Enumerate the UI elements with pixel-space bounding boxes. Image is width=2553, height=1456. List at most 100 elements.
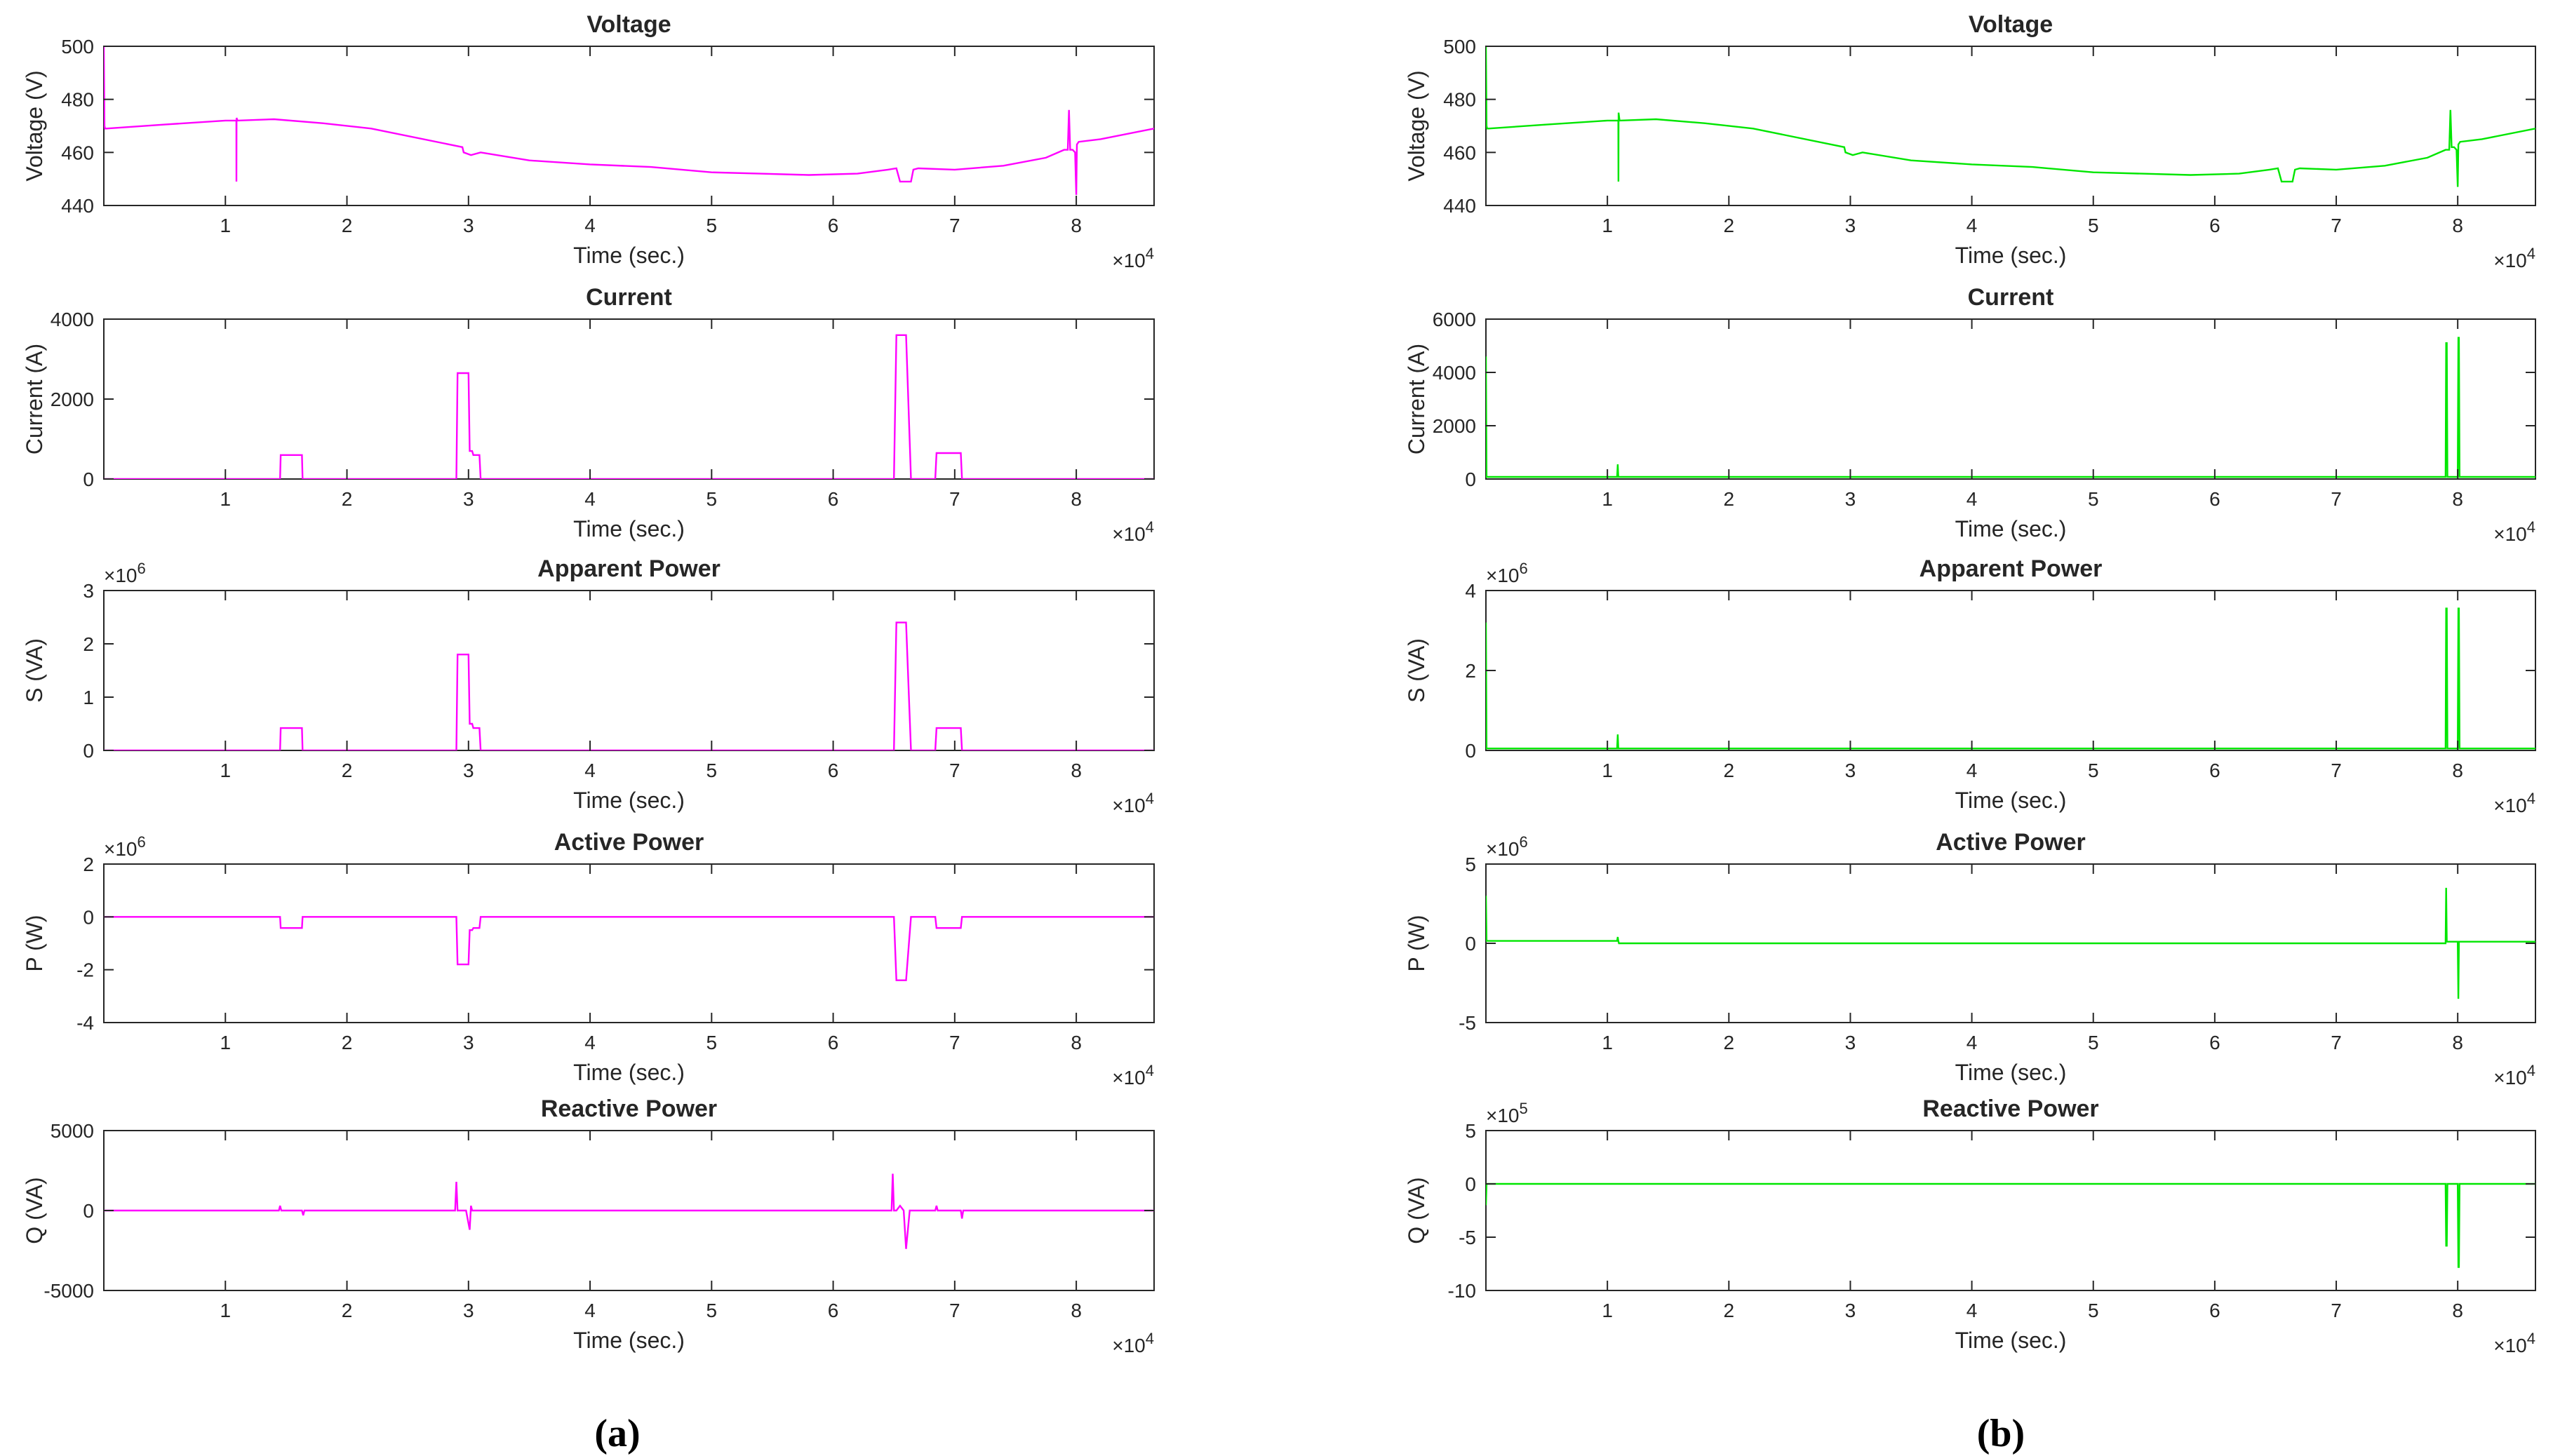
x-tick-label: 5 bbox=[706, 760, 718, 781]
y-tick-label: -10 bbox=[1448, 1280, 1476, 1302]
x-tick-label: 3 bbox=[463, 1300, 474, 1321]
chart-title: Apparent Power bbox=[1919, 555, 2103, 582]
chart-a-voltage: 1 2 3 4 5 6 7 8 440 460 480 500 ×104 Voltage Time (sec… bbox=[22, 11, 1155, 271]
x-tick-label: 2 bbox=[342, 488, 353, 510]
x-tick-label: 3 bbox=[463, 760, 474, 781]
y-tick-label: 5 bbox=[1465, 1120, 1476, 1142]
x-axis-label: Time (sec.) bbox=[573, 243, 685, 268]
x-tick-label: 6 bbox=[2209, 488, 2220, 510]
y-tick-label: 2000 bbox=[1433, 415, 1476, 437]
chart-b-reactive: 1 2 3 4 5 6 7 8 -10 -5 0 5 ×104 ×105 Reactive Power Tim… bbox=[1404, 1096, 2536, 1356]
x-tick-label: 6 bbox=[828, 1032, 839, 1053]
chart-b-voltage: 1 2 3 4 5 6 7 8 440 460 480 500 ×104 Voltage Time (sec… bbox=[1404, 11, 2536, 271]
y-axis-label: Q (VA) bbox=[22, 1177, 47, 1243]
x-tick-label: 1 bbox=[1602, 215, 1613, 236]
x-tick-label: 8 bbox=[2452, 1300, 2463, 1321]
series-line-a-voltage-0 bbox=[104, 46, 1154, 195]
x-tick-label: 1 bbox=[220, 1032, 231, 1053]
y-tick-label: 4000 bbox=[51, 309, 94, 330]
x-tick-label: 2 bbox=[342, 1032, 353, 1053]
x-tick-label: 4 bbox=[1966, 760, 1978, 781]
x-exponent: ×104 bbox=[1112, 1330, 1154, 1356]
y-tick-label: 480 bbox=[61, 89, 94, 111]
y-tick-label: 5000 bbox=[51, 1120, 94, 1142]
x-tick-label: 7 bbox=[949, 488, 960, 510]
y-tick-label: 5 bbox=[1465, 854, 1476, 875]
x-tick-label: 4 bbox=[584, 215, 596, 236]
x-tick-label: 5 bbox=[706, 1300, 718, 1321]
x-tick-label: 4 bbox=[1966, 1032, 1978, 1053]
chart-b-apparent: 1 2 3 4 5 6 7 8 0 2 4 ×104 ×106 Apparent Power Time (s… bbox=[1404, 555, 2536, 816]
chart-title: Active Power bbox=[554, 829, 704, 856]
x-tick-label: 1 bbox=[1602, 488, 1613, 510]
x-tick-label: 3 bbox=[463, 215, 474, 236]
x-tick-label: 3 bbox=[1845, 488, 1856, 510]
x-tick-label: 4 bbox=[584, 1300, 596, 1321]
x-axis-label: Time (sec.) bbox=[573, 1328, 685, 1353]
x-tick-label: 8 bbox=[1071, 488, 1082, 510]
x-axis-label: Time (sec.) bbox=[1955, 243, 2067, 268]
x-tick-label: 1 bbox=[1602, 1032, 1613, 1053]
y-exponent: ×106 bbox=[104, 560, 146, 586]
chart-title: Active Power bbox=[1936, 829, 2086, 856]
x-tick-label: 7 bbox=[2331, 215, 2342, 236]
panel-label-a: (a) bbox=[594, 1412, 640, 1455]
chart-a-active: 1 2 3 4 5 6 7 8 -4 -2 0 2 ×104 ×106 Active Power Time (… bbox=[22, 829, 1155, 1088]
x-tick-label: 4 bbox=[1966, 215, 1978, 236]
y-tick-label: 500 bbox=[61, 36, 94, 58]
y-tick-label: -5000 bbox=[43, 1280, 94, 1302]
x-tick-label: 1 bbox=[1602, 1300, 1613, 1321]
y-tick-label: 440 bbox=[1443, 195, 1476, 217]
x-tick-label: 1 bbox=[220, 760, 231, 781]
x-tick-label: 4 bbox=[584, 760, 596, 781]
x-tick-label: 3 bbox=[1845, 760, 1856, 781]
y-tick-label: 2 bbox=[1465, 660, 1476, 682]
y-tick-label: 0 bbox=[1465, 1173, 1476, 1195]
y-tick-label: -4 bbox=[76, 1012, 94, 1034]
plot-area bbox=[103, 863, 1155, 1023]
y-exponent: ×105 bbox=[1486, 1100, 1528, 1126]
x-axis-label: Time (sec.) bbox=[573, 788, 685, 813]
plot-area bbox=[103, 318, 1155, 480]
y-tick-label: 4000 bbox=[1433, 362, 1476, 384]
x-tick-label: 7 bbox=[949, 1032, 960, 1053]
x-tick-label: 6 bbox=[2209, 760, 2220, 781]
x-tick-label: 2 bbox=[342, 760, 353, 781]
x-tick-label: 3 bbox=[463, 1032, 474, 1053]
x-tick-label: 8 bbox=[1071, 1300, 1082, 1321]
y-exponent: ×106 bbox=[1486, 560, 1528, 586]
panel-label-b: (b) bbox=[1977, 1412, 2025, 1455]
series-line-a-current-0 bbox=[104, 334, 1154, 479]
x-axis-label: Time (sec.) bbox=[1955, 516, 2067, 541]
x-exponent: ×104 bbox=[2493, 790, 2535, 816]
x-tick-label: 5 bbox=[2088, 1032, 2099, 1053]
x-tick-label: 8 bbox=[1071, 760, 1082, 781]
plot-area bbox=[1485, 46, 2536, 206]
x-tick-label: 2 bbox=[1724, 1300, 1735, 1321]
x-exponent: ×104 bbox=[2493, 518, 2535, 545]
y-tick-label: 6000 bbox=[1433, 309, 1476, 330]
x-tick-label: 3 bbox=[1845, 215, 1856, 236]
x-tick-label: 5 bbox=[2088, 760, 2099, 781]
x-tick-label: 7 bbox=[949, 1300, 960, 1321]
x-axis-label: Time (sec.) bbox=[1955, 788, 2067, 813]
x-tick-label: 5 bbox=[2088, 215, 2099, 236]
series-line-a-apparent-0 bbox=[104, 621, 1154, 750]
x-tick-label: 3 bbox=[1845, 1032, 1856, 1053]
x-tick-label: 8 bbox=[2452, 760, 2463, 781]
x-tick-label: 8 bbox=[2452, 215, 2463, 236]
x-tick-label: 6 bbox=[828, 1300, 839, 1321]
x-tick-label: 7 bbox=[949, 760, 960, 781]
y-tick-label: 0 bbox=[83, 469, 94, 490]
y-axis-label: Voltage (V) bbox=[1404, 70, 1429, 181]
series-line-a-active-0 bbox=[104, 916, 1154, 981]
y-tick-label: 460 bbox=[61, 142, 94, 163]
x-tick-label: 6 bbox=[828, 760, 839, 781]
x-tick-label: 2 bbox=[342, 215, 353, 236]
chart-title: Current bbox=[586, 284, 672, 311]
x-tick-label: 8 bbox=[2452, 1032, 2463, 1053]
y-tick-label: 0 bbox=[83, 906, 94, 928]
series-line-b-active-0 bbox=[1486, 887, 2535, 999]
x-tick-label: 4 bbox=[1966, 488, 1978, 510]
y-tick-label: 0 bbox=[83, 740, 94, 762]
